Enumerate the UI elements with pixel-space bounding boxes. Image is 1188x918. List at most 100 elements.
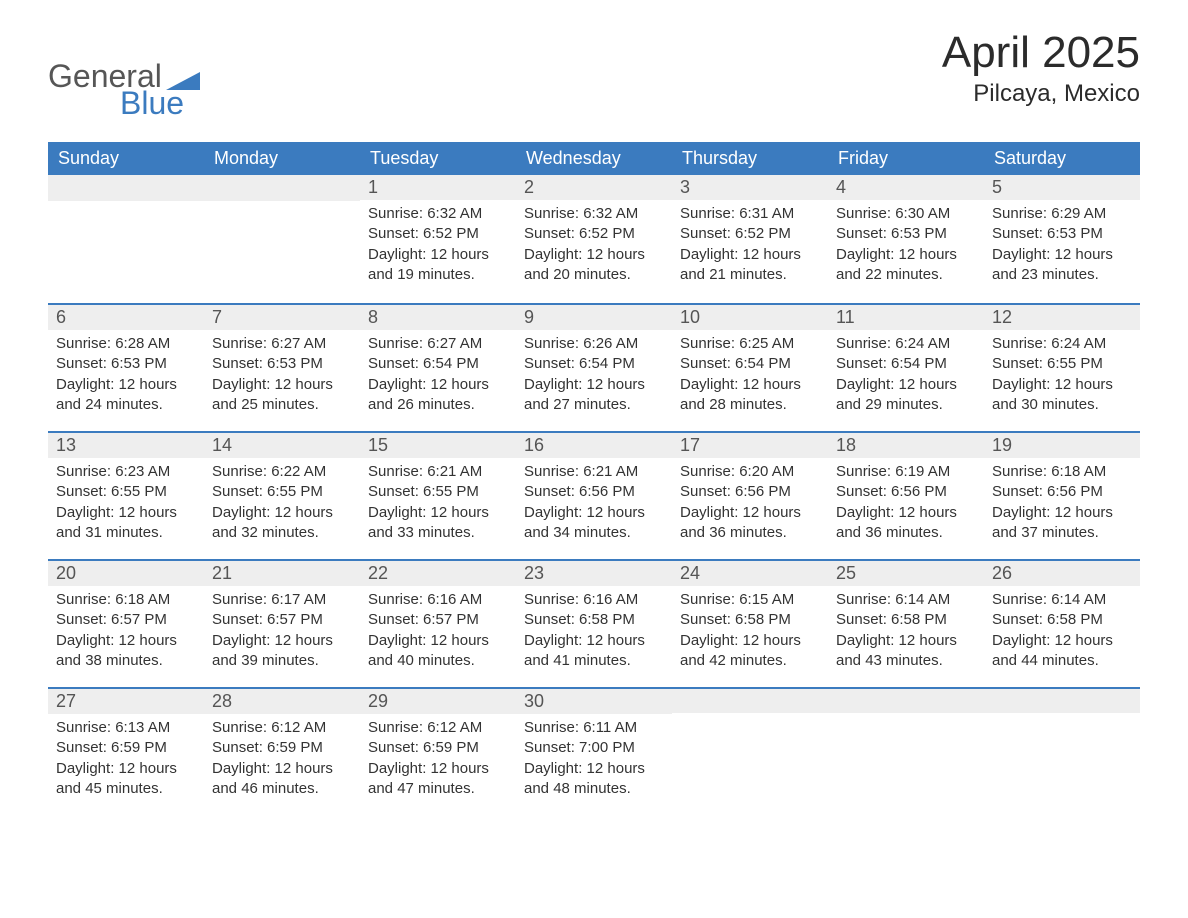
day-number: 9	[516, 303, 672, 330]
sunrise-line: Sunrise: 6:21 AM	[524, 462, 664, 482]
day-content: Sunrise: 6:27 AMSunset: 6:53 PMDaylight:…	[204, 330, 360, 423]
calendar-cell: 6Sunrise: 6:28 AMSunset: 6:53 PMDaylight…	[48, 303, 204, 431]
day-content: Sunrise: 6:11 AMSunset: 7:00 PMDaylight:…	[516, 714, 672, 807]
day-content: Sunrise: 6:15 AMSunset: 6:58 PMDaylight:…	[672, 586, 828, 679]
daylight-line: Daylight: 12 hours and 24 minutes.	[56, 375, 196, 416]
sunset-line: Sunset: 6:58 PM	[524, 610, 664, 630]
day-number: 25	[828, 559, 984, 586]
day-number: 13	[48, 431, 204, 458]
day-content: Sunrise: 6:29 AMSunset: 6:53 PMDaylight:…	[984, 200, 1140, 293]
daylight-line: Daylight: 12 hours and 48 minutes.	[524, 759, 664, 800]
sunrise-line: Sunrise: 6:14 AM	[836, 590, 976, 610]
sunrise-line: Sunrise: 6:16 AM	[524, 590, 664, 610]
calendar-cell: 14Sunrise: 6:22 AMSunset: 6:55 PMDayligh…	[204, 431, 360, 559]
day-content: Sunrise: 6:16 AMSunset: 6:57 PMDaylight:…	[360, 586, 516, 679]
day-content: Sunrise: 6:27 AMSunset: 6:54 PMDaylight:…	[360, 330, 516, 423]
day-content: Sunrise: 6:26 AMSunset: 6:54 PMDaylight:…	[516, 330, 672, 423]
calendar-cell: 22Sunrise: 6:16 AMSunset: 6:57 PMDayligh…	[360, 559, 516, 687]
calendar-week-row: 13Sunrise: 6:23 AMSunset: 6:55 PMDayligh…	[48, 431, 1140, 559]
calendar-cell: 28Sunrise: 6:12 AMSunset: 6:59 PMDayligh…	[204, 687, 360, 815]
calendar-table: SundayMondayTuesdayWednesdayThursdayFrid…	[48, 142, 1140, 815]
day-content: Sunrise: 6:18 AMSunset: 6:56 PMDaylight:…	[984, 458, 1140, 551]
daylight-line: Daylight: 12 hours and 31 minutes.	[56, 503, 196, 544]
sunrise-line: Sunrise: 6:18 AM	[56, 590, 196, 610]
daylight-line: Daylight: 12 hours and 36 minutes.	[680, 503, 820, 544]
calendar-cell: 5Sunrise: 6:29 AMSunset: 6:53 PMDaylight…	[984, 175, 1140, 303]
daylight-line: Daylight: 12 hours and 27 minutes.	[524, 375, 664, 416]
sunset-line: Sunset: 6:56 PM	[524, 482, 664, 502]
calendar-cell: 20Sunrise: 6:18 AMSunset: 6:57 PMDayligh…	[48, 559, 204, 687]
sunrise-line: Sunrise: 6:32 AM	[368, 204, 508, 224]
daylight-line: Daylight: 12 hours and 37 minutes.	[992, 503, 1132, 544]
calendar-cell: 12Sunrise: 6:24 AMSunset: 6:55 PMDayligh…	[984, 303, 1140, 431]
day-number: 18	[828, 431, 984, 458]
calendar-cell: 27Sunrise: 6:13 AMSunset: 6:59 PMDayligh…	[48, 687, 204, 815]
day-content: Sunrise: 6:18 AMSunset: 6:57 PMDaylight:…	[48, 586, 204, 679]
day-number: 20	[48, 559, 204, 586]
sunset-line: Sunset: 6:57 PM	[368, 610, 508, 630]
day-number: 24	[672, 559, 828, 586]
sunrise-line: Sunrise: 6:26 AM	[524, 334, 664, 354]
sunrise-line: Sunrise: 6:32 AM	[524, 204, 664, 224]
day-number: 21	[204, 559, 360, 586]
daylight-line: Daylight: 12 hours and 21 minutes.	[680, 245, 820, 286]
day-header: Monday	[204, 142, 360, 175]
daylight-line: Daylight: 12 hours and 29 minutes.	[836, 375, 976, 416]
day-content: Sunrise: 6:24 AMSunset: 6:55 PMDaylight:…	[984, 330, 1140, 423]
sunrise-line: Sunrise: 6:18 AM	[992, 462, 1132, 482]
day-number: 8	[360, 303, 516, 330]
sunset-line: Sunset: 6:53 PM	[212, 354, 352, 374]
day-content: Sunrise: 6:32 AMSunset: 6:52 PMDaylight:…	[516, 200, 672, 293]
daylight-line: Daylight: 12 hours and 25 minutes.	[212, 375, 352, 416]
day-content: Sunrise: 6:12 AMSunset: 6:59 PMDaylight:…	[204, 714, 360, 807]
day-content: Sunrise: 6:32 AMSunset: 6:52 PMDaylight:…	[360, 200, 516, 293]
calendar-cell: 21Sunrise: 6:17 AMSunset: 6:57 PMDayligh…	[204, 559, 360, 687]
daylight-line: Daylight: 12 hours and 38 minutes.	[56, 631, 196, 672]
day-content: Sunrise: 6:13 AMSunset: 6:59 PMDaylight:…	[48, 714, 204, 807]
calendar-cell: 19Sunrise: 6:18 AMSunset: 6:56 PMDayligh…	[984, 431, 1140, 559]
day-number: 11	[828, 303, 984, 330]
daylight-line: Daylight: 12 hours and 19 minutes.	[368, 245, 508, 286]
sunrise-line: Sunrise: 6:28 AM	[56, 334, 196, 354]
sunrise-line: Sunrise: 6:12 AM	[368, 718, 508, 738]
day-content: Sunrise: 6:14 AMSunset: 6:58 PMDaylight:…	[984, 586, 1140, 679]
calendar-cell: 1Sunrise: 6:32 AMSunset: 6:52 PMDaylight…	[360, 175, 516, 303]
day-number: 17	[672, 431, 828, 458]
day-content: Sunrise: 6:22 AMSunset: 6:55 PMDaylight:…	[204, 458, 360, 551]
daylight-line: Daylight: 12 hours and 20 minutes.	[524, 245, 664, 286]
calendar-cell: 16Sunrise: 6:21 AMSunset: 6:56 PMDayligh…	[516, 431, 672, 559]
day-number: 26	[984, 559, 1140, 586]
calendar-header-row: SundayMondayTuesdayWednesdayThursdayFrid…	[48, 142, 1140, 175]
calendar-cell: 29Sunrise: 6:12 AMSunset: 6:59 PMDayligh…	[360, 687, 516, 815]
day-header: Tuesday	[360, 142, 516, 175]
day-number: 5	[984, 175, 1140, 200]
day-number: 29	[360, 687, 516, 714]
calendar-week-row: 27Sunrise: 6:13 AMSunset: 6:59 PMDayligh…	[48, 687, 1140, 815]
sunset-line: Sunset: 6:52 PM	[680, 224, 820, 244]
day-content: Sunrise: 6:31 AMSunset: 6:52 PMDaylight:…	[672, 200, 828, 293]
empty-day	[672, 687, 828, 713]
sunset-line: Sunset: 6:57 PM	[56, 610, 196, 630]
day-content: Sunrise: 6:20 AMSunset: 6:56 PMDaylight:…	[672, 458, 828, 551]
location-subtitle: Pilcaya, Mexico	[942, 80, 1140, 108]
sunrise-line: Sunrise: 6:27 AM	[368, 334, 508, 354]
calendar-week-row: 20Sunrise: 6:18 AMSunset: 6:57 PMDayligh…	[48, 559, 1140, 687]
day-header: Saturday	[984, 142, 1140, 175]
sunset-line: Sunset: 6:54 PM	[836, 354, 976, 374]
day-number: 22	[360, 559, 516, 586]
logo: General Blue	[48, 58, 200, 122]
sunrise-line: Sunrise: 6:29 AM	[992, 204, 1132, 224]
calendar-cell: 24Sunrise: 6:15 AMSunset: 6:58 PMDayligh…	[672, 559, 828, 687]
sunset-line: Sunset: 6:59 PM	[212, 738, 352, 758]
day-content: Sunrise: 6:28 AMSunset: 6:53 PMDaylight:…	[48, 330, 204, 423]
day-number: 19	[984, 431, 1140, 458]
day-number: 3	[672, 175, 828, 200]
calendar-week-row: 1Sunrise: 6:32 AMSunset: 6:52 PMDaylight…	[48, 175, 1140, 303]
calendar-cell: 26Sunrise: 6:14 AMSunset: 6:58 PMDayligh…	[984, 559, 1140, 687]
sunrise-line: Sunrise: 6:12 AM	[212, 718, 352, 738]
daylight-line: Daylight: 12 hours and 40 minutes.	[368, 631, 508, 672]
daylight-line: Daylight: 12 hours and 22 minutes.	[836, 245, 976, 286]
sunrise-line: Sunrise: 6:15 AM	[680, 590, 820, 610]
daylight-line: Daylight: 12 hours and 46 minutes.	[212, 759, 352, 800]
calendar-cell: 25Sunrise: 6:14 AMSunset: 6:58 PMDayligh…	[828, 559, 984, 687]
